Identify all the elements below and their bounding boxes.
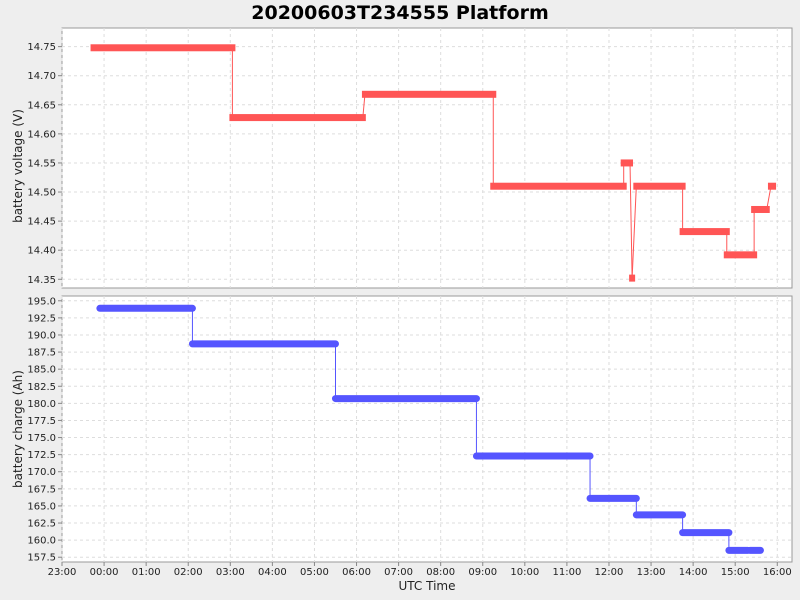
series-connector: [631, 186, 637, 279]
voltage-segment: [490, 182, 627, 190]
panel-charge: 157.5 160.0 162.5 165.0 167.5 170.0 172.5 175.0…: [11, 295, 793, 564]
charge-y-ticks: 157.5 160.0 162.5 165.0 167.5 170.0 172.5 175.0…: [27, 296, 62, 564]
voltage-segment: [90, 44, 236, 52]
x-tick-label: 07:00: [384, 567, 413, 578]
voltage-segment: [679, 228, 730, 236]
voltage-segment: [633, 182, 686, 190]
voltage-segment: [629, 274, 636, 282]
x-axis-label: UTC Time: [399, 579, 456, 593]
series-connector: [766, 186, 772, 210]
chart-title: 20200603T234555 Platform: [251, 2, 549, 24]
x-tick-label: 15:00: [721, 567, 750, 578]
x-axis-ticks: 23:00 00:00 01:00 02:00 03:00 04:00 05:00 06:00…: [48, 562, 792, 578]
y-tick-label: 14.60: [27, 129, 56, 140]
x-tick-label: 02:00: [174, 567, 203, 578]
x-tick-label: 13:00: [637, 567, 666, 578]
y-tick-label: 165.0: [27, 501, 56, 512]
y-tick-label: 175.0: [27, 433, 56, 444]
x-tick-label: 11:00: [552, 567, 581, 578]
y-tick-label: 14.55: [27, 158, 56, 169]
y-tick-label: 177.5: [27, 416, 56, 427]
y-tick-label: 14.75: [27, 42, 56, 53]
x-tick-label: 00:00: [90, 567, 119, 578]
y-tick-label: 14.45: [27, 217, 56, 228]
y-tick-label: 190.0: [27, 330, 56, 341]
voltage-segment: [229, 114, 366, 122]
x-tick-label: 04:00: [258, 567, 287, 578]
x-tick-label: 09:00: [468, 567, 497, 578]
x-tick-label: 06:00: [342, 567, 371, 578]
y-tick-label: 170.0: [27, 467, 56, 478]
x-tick-label: 08:00: [426, 567, 455, 578]
series-connector: [629, 162, 633, 279]
y-tick-label: 14.50: [27, 188, 56, 199]
x-tick-label: 16:00: [763, 567, 792, 578]
charge-ylabel: battery charge (Ah): [11, 370, 25, 488]
voltage-plot-area: [61, 27, 793, 289]
y-tick-label: 192.5: [27, 313, 56, 324]
voltage-segment: [751, 205, 770, 213]
x-tick-label: 05:00: [300, 567, 329, 578]
x-tick-label: 23:00: [48, 567, 77, 578]
y-tick-label: 160.0: [27, 536, 56, 547]
y-tick-label: 14.70: [27, 71, 56, 82]
x-tick-label: 14:00: [679, 567, 708, 578]
voltage-segment: [620, 159, 634, 167]
charge-grid: [61, 296, 792, 562]
x-tick-label: 01:00: [132, 567, 161, 578]
voltage-segment: [767, 182, 777, 190]
y-tick-label: 162.5: [27, 519, 56, 530]
voltage-series: [90, 44, 777, 282]
x-tick-label: 12:00: [595, 567, 624, 578]
y-tick-label: 185.0: [27, 365, 56, 376]
x-tick-label: 03:00: [216, 567, 245, 578]
charge-series: [96, 304, 764, 554]
y-tick-label: 182.5: [27, 382, 56, 393]
series-connector: [362, 94, 366, 118]
voltage-segment: [361, 90, 497, 98]
voltage-segment: [723, 251, 758, 259]
panel-voltage: 14.35 14.40 14.45 14.50 14.55 14.60 14.65 14.70…: [11, 27, 793, 289]
x-tick-label: 10:00: [510, 567, 539, 578]
y-tick-label: 167.5: [27, 484, 56, 495]
voltage-y-ticks: 14.35 14.40 14.45 14.50 14.55 14.60 14.65 14.70…: [27, 42, 62, 286]
y-tick-label: 180.0: [27, 399, 56, 410]
y-tick-label: 14.35: [27, 275, 56, 286]
y-tick-label: 172.5: [27, 450, 56, 461]
y-tick-label: 157.5: [27, 553, 56, 564]
y-tick-label: 14.40: [27, 246, 56, 257]
y-tick-label: 195.0: [27, 296, 56, 307]
voltage-ylabel: battery voltage (V): [11, 109, 25, 223]
y-tick-label: 187.5: [27, 348, 56, 359]
y-tick-label: 14.65: [27, 100, 56, 111]
